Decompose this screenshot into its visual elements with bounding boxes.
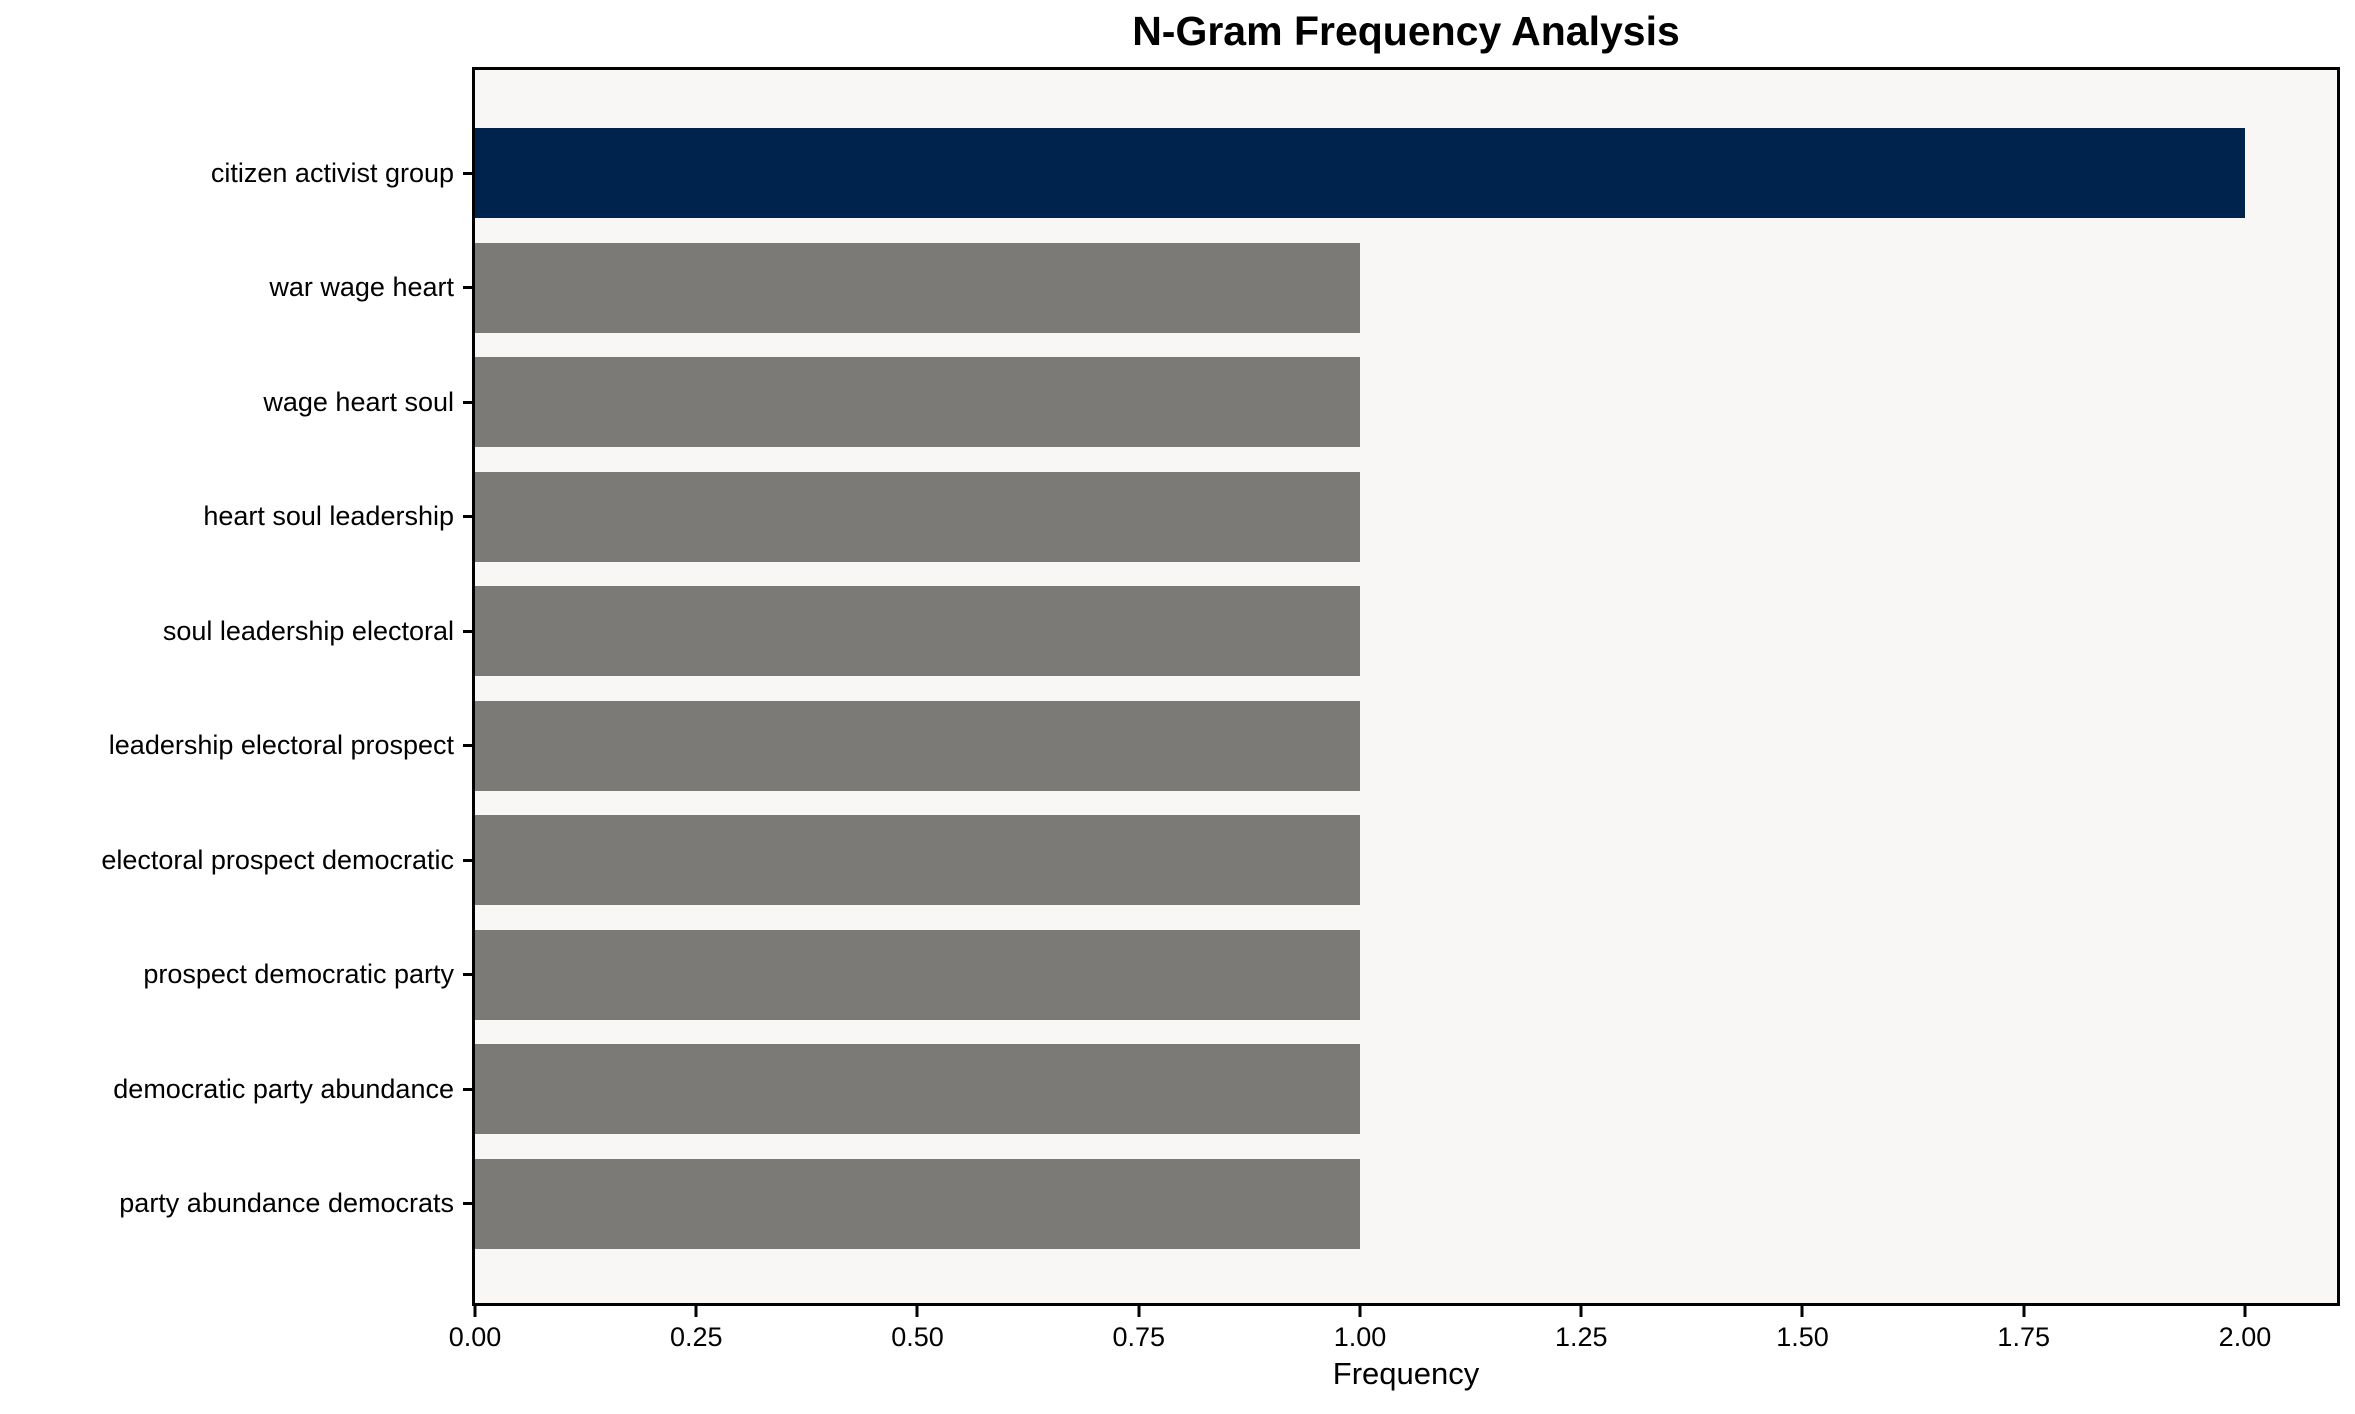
y-tick-label: party abundance democrats (119, 1188, 454, 1219)
x-tick-mark (2022, 1306, 2026, 1317)
x-tick-mark (694, 1306, 698, 1317)
bar (475, 586, 1360, 677)
y-tick-mark (463, 1202, 472, 1206)
y-tick-label: war wage heart (269, 272, 454, 303)
y-tick-row: soul leadership electoral (0, 574, 472, 689)
y-tick-label: prospect democratic party (143, 959, 454, 990)
y-tick-label: citizen activist group (210, 157, 454, 188)
y-tick-mark (463, 171, 472, 175)
bar-row (475, 803, 2337, 918)
x-tick-mark (1800, 1306, 1804, 1317)
bar (475, 1044, 1360, 1135)
x-axis-title: Frequency (1332, 1356, 1480, 1391)
x-tick-mark (915, 1306, 919, 1317)
x-tick-label: 0.75 (1112, 1322, 1166, 1352)
y-tick-label: soul leadership electoral (162, 615, 454, 646)
x-tick-label: 2.00 (2218, 1322, 2272, 1352)
y-tick-row: prospect democratic party (0, 918, 472, 1033)
bar (475, 471, 1360, 562)
x-tick-mark (1358, 1306, 1362, 1317)
y-tick-mark (463, 858, 472, 862)
y-tick-row: electoral prospect democratic (0, 803, 472, 918)
y-tick-label: heart soul leadership (203, 501, 454, 532)
y-tick-row: wage heart soul (0, 345, 472, 460)
y-tick-row: party abundance democrats (0, 1147, 472, 1262)
x-tick-mark (1137, 1306, 1141, 1317)
y-tick-row: democratic party abundance (0, 1032, 472, 1147)
chart-title: N-Gram Frequency Analysis (1132, 8, 1680, 54)
y-tick-row: war wage heart (0, 231, 472, 346)
x-tick-label: 0.25 (669, 1322, 723, 1352)
bar (475, 242, 1360, 333)
plot-area (472, 67, 2340, 1306)
x-tick-label: 0.00 (448, 1322, 502, 1352)
bar (475, 815, 1360, 906)
y-tick-label: electoral prospect democratic (101, 844, 454, 875)
bar-row (475, 689, 2337, 804)
bar-row (475, 460, 2337, 575)
y-axis-tick-labels: citizen activist group war wage heart wage… (0, 70, 472, 1303)
bar-row (475, 345, 2337, 460)
bar-row (475, 1147, 2337, 1262)
y-tick-label: democratic party abundance (113, 1073, 454, 1104)
bars-container (475, 70, 2337, 1303)
x-tick-label: 1.00 (1333, 1322, 1387, 1352)
y-tick-row: citizen activist group (0, 116, 472, 231)
x-tick-label: 1.50 (1776, 1322, 1829, 1352)
bar-row (475, 574, 2337, 689)
y-tick-mark (463, 973, 472, 977)
bar-row (475, 1032, 2337, 1147)
y-tick-mark (463, 286, 472, 290)
bar-row (475, 231, 2337, 346)
bar (475, 128, 2245, 219)
bar (475, 700, 1360, 791)
y-tick-label: leadership electoral prospect (108, 730, 454, 761)
y-tick-mark (463, 629, 472, 633)
bar (475, 1158, 1360, 1249)
y-tick-mark (463, 400, 472, 404)
bar (475, 929, 1360, 1020)
x-tick-mark (1579, 1306, 1583, 1317)
bar-row (475, 116, 2337, 231)
x-tick-label: 1.75 (1997, 1322, 2050, 1352)
y-tick-row: leadership electoral prospect (0, 689, 472, 804)
x-tick-mark (473, 1306, 477, 1317)
y-tick-mark (463, 744, 472, 748)
x-tick-label: 1.25 (1554, 1322, 1608, 1352)
y-tick-mark (463, 1087, 472, 1091)
y-tick-label: wage heart soul (263, 386, 454, 417)
y-tick-row: heart soul leadership (0, 460, 472, 575)
x-tick-mark (2243, 1306, 2247, 1317)
bar (475, 357, 1360, 448)
x-tick-label: 0.50 (891, 1322, 944, 1352)
y-tick-mark (463, 515, 472, 519)
bar-row (475, 918, 2337, 1033)
